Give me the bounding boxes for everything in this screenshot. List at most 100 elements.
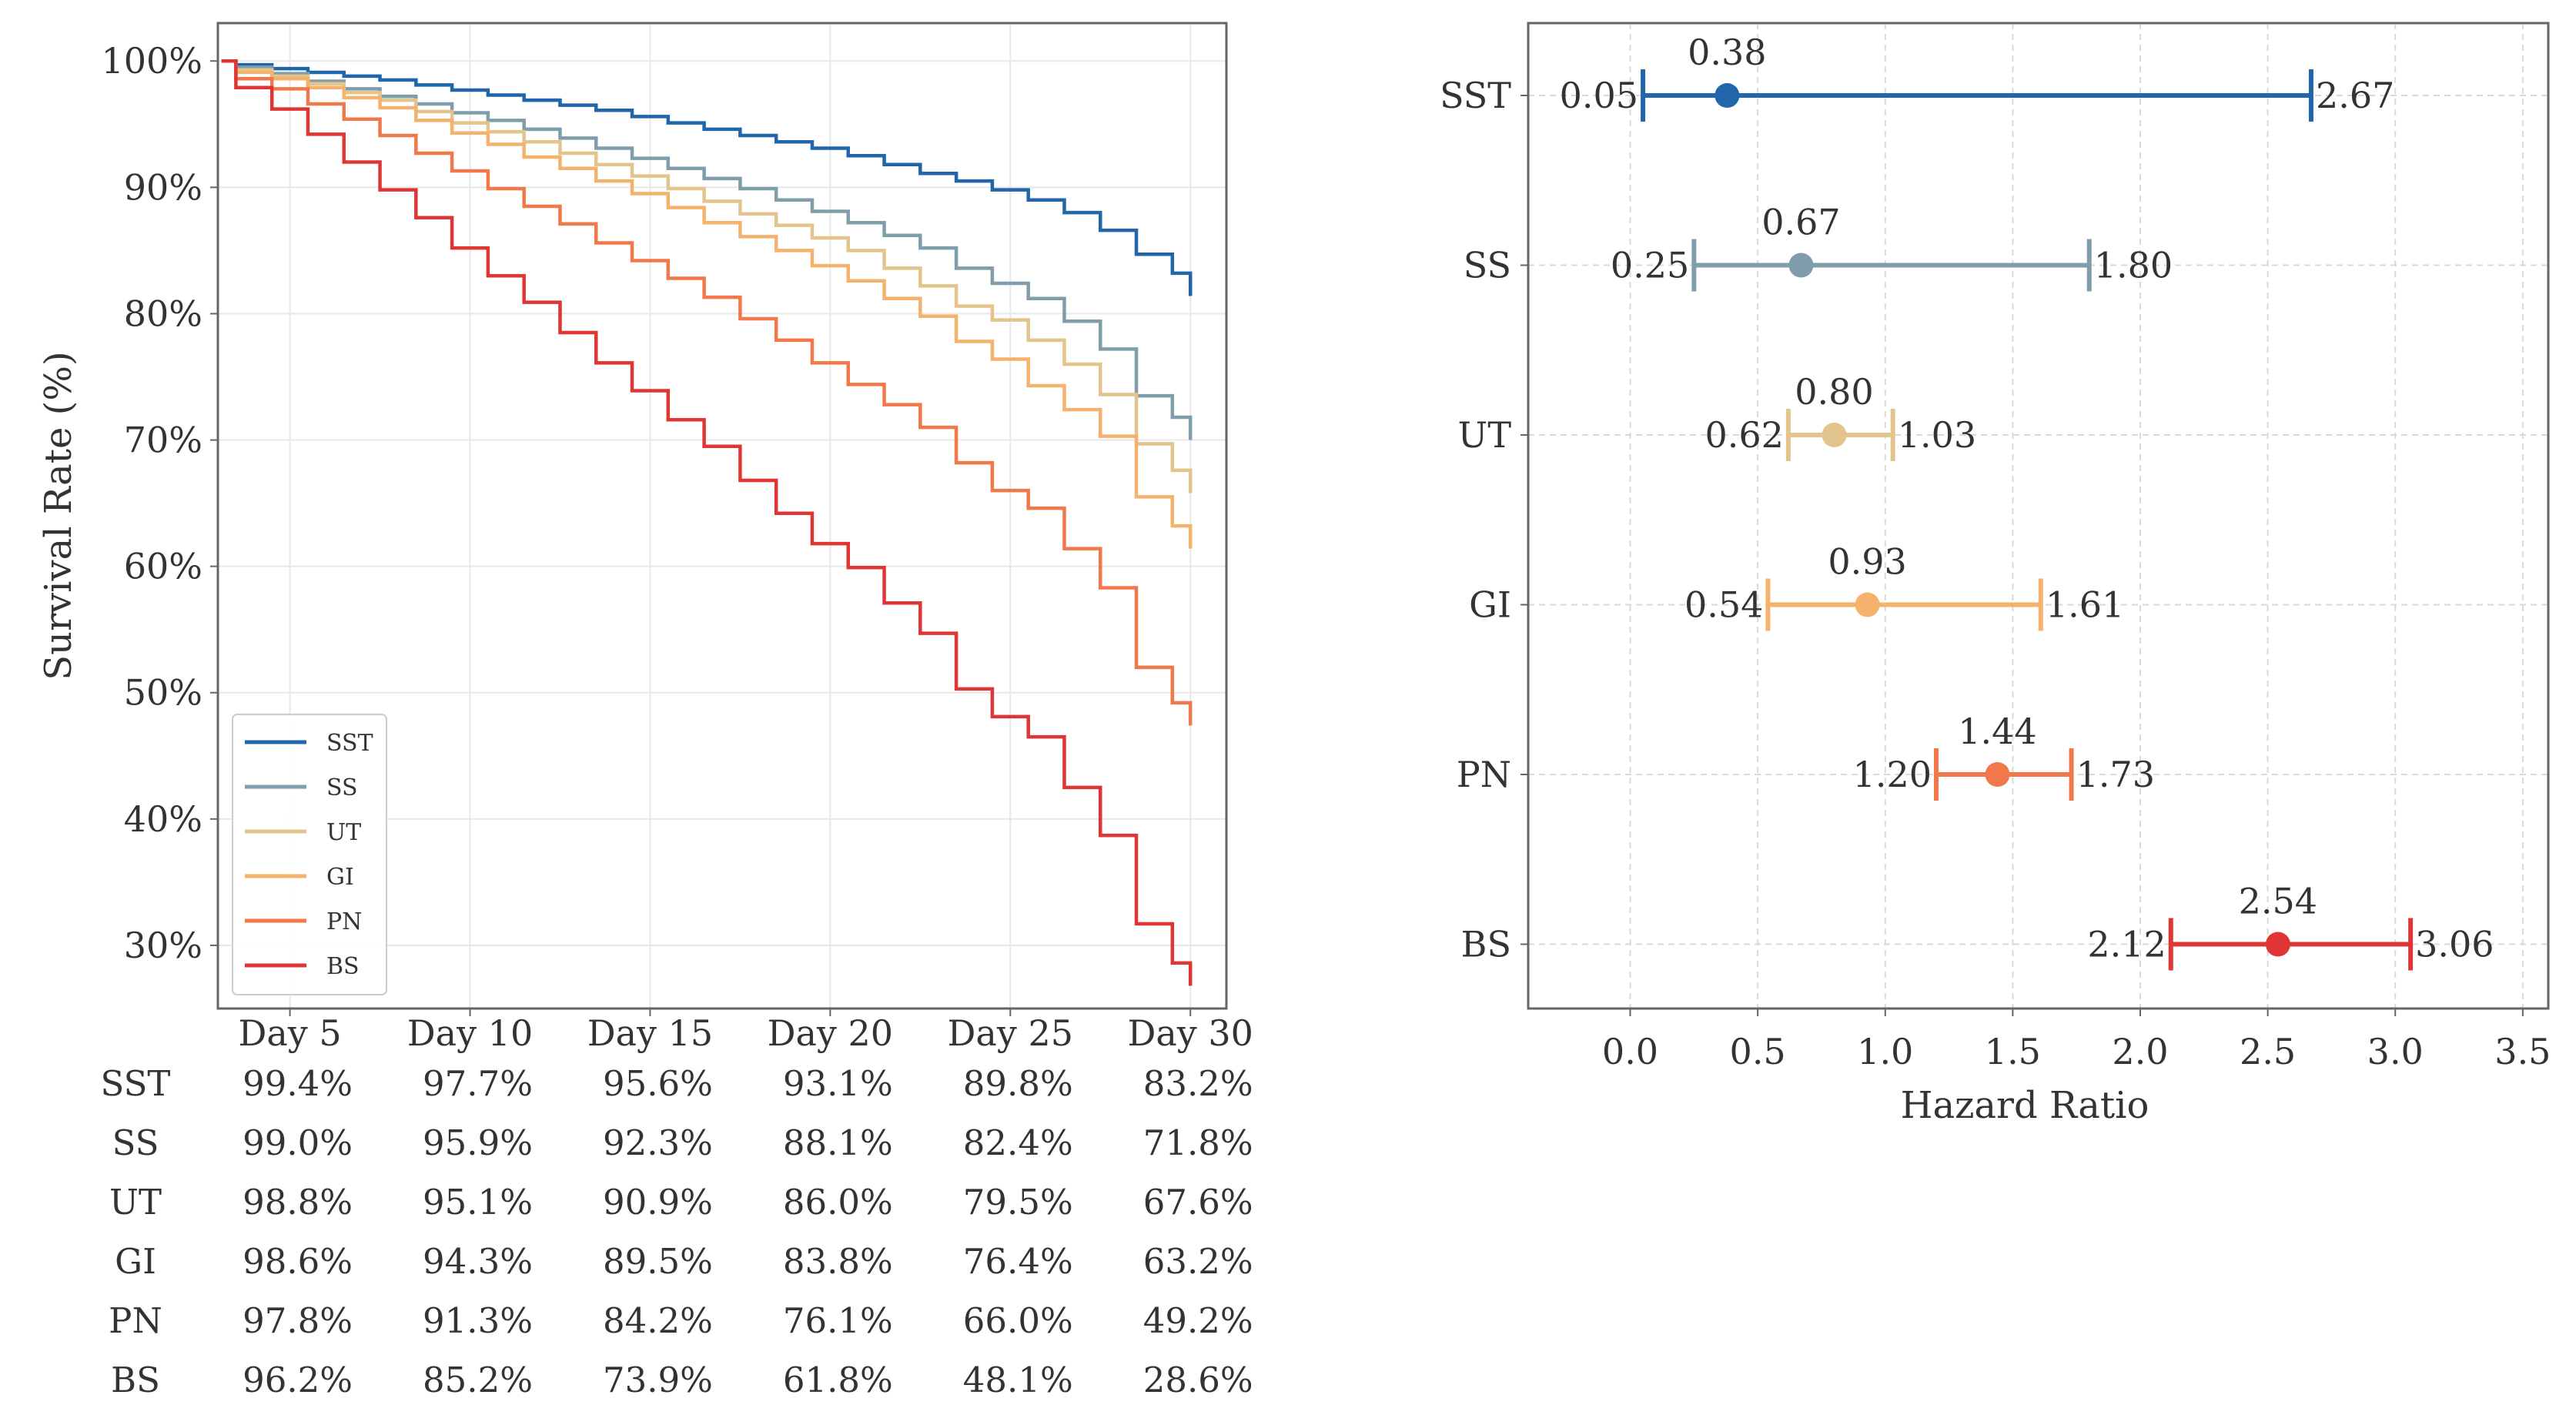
y-tick-label-bs: BS	[1461, 924, 1511, 965]
survival-curve-ut	[221, 59, 1193, 493]
hazard-row-ss: 0.67 0.25 1.80	[1611, 202, 2173, 292]
y-tick-label: 40%	[124, 798, 202, 840]
y-tick-label: 70%	[124, 420, 202, 461]
table-cell: 85.2%	[423, 1360, 533, 1400]
survival-curves	[221, 59, 1193, 986]
y-tick-label: 30%	[124, 925, 202, 966]
table-cell: 67.6%	[1143, 1182, 1253, 1223]
x-tick-label: 1.5	[1985, 1031, 2041, 1072]
x-tick-label: 2.5	[2240, 1031, 2296, 1072]
survival-curve-sst	[221, 59, 1193, 296]
legend-label-bs: BS	[326, 953, 360, 980]
hazard-row-pn: 1.44 1.20 1.73	[1853, 711, 2155, 801]
ci-lower-label: 0.05	[1560, 75, 1638, 116]
table-cell: 92.3%	[603, 1122, 713, 1163]
legend-box	[232, 714, 387, 995]
table-cell: 95.9%	[423, 1122, 533, 1163]
x-tick-label: 0.0	[1602, 1031, 1658, 1072]
table-cell: 91.3%	[423, 1300, 533, 1341]
table-cell: 97.7%	[423, 1063, 533, 1104]
survival-plot-frame	[216, 22, 1228, 1010]
table-cell: 61.8%	[783, 1360, 893, 1400]
table-cell: 66.0%	[963, 1300, 1073, 1341]
table-cell: 98.8%	[243, 1182, 353, 1223]
ci-lower-label: 1.20	[1853, 754, 1932, 795]
ci-upper-label: 3.06	[2415, 924, 2494, 965]
x-tick-label: 2.0	[2112, 1031, 2168, 1072]
hazard-row-gi: 0.93 0.54 1.61	[1684, 541, 2124, 631]
table-cell: 48.1%	[963, 1360, 1073, 1400]
table-cell: 63.2%	[1143, 1241, 1253, 1282]
ci-upper-label: 1.61	[2046, 584, 2124, 626]
table-cell: 76.1%	[783, 1300, 893, 1341]
table-row-label-ut: UT	[109, 1182, 162, 1223]
survival-chart: 30%40%50%60%70%80%90%100% Day 5 Day 10 Day…	[37, 22, 1253, 1054]
x-tick-label: 3.5	[2494, 1031, 2551, 1072]
ci-upper-label: 2.67	[2316, 75, 2394, 116]
x-tick-label: Day 10	[407, 1012, 533, 1054]
ci-lower-label: 2.12	[2087, 924, 2166, 965]
ci-upper-label: 1.80	[2094, 245, 2173, 286]
hazard-point	[2265, 932, 2290, 957]
hazard-value-label: 0.67	[1761, 202, 1840, 243]
table-cell: 90.9%	[603, 1182, 713, 1223]
table-cell: 95.1%	[423, 1182, 533, 1223]
x-tick-label: 0.5	[1730, 1031, 1786, 1072]
table-cell: 99.0%	[243, 1122, 353, 1163]
x-tick-label: Day 5	[238, 1012, 341, 1054]
hazard-intervals: 0.38 0.05 2.67 0.67 0.25 1.80 0.80 0.62 1.03 0.93…	[1560, 32, 2494, 971]
hazard-y-ticks: SST SS UT GI PN BS	[1440, 75, 1528, 965]
table-cell: 99.4%	[243, 1063, 353, 1104]
table-row-label-bs: BS	[111, 1360, 160, 1400]
x-tick-label: Day 30	[1127, 1012, 1253, 1054]
y-tick-label: 80%	[124, 293, 202, 334]
table-cell: 96.2%	[243, 1360, 353, 1400]
table-row-label-sst: SST	[101, 1063, 171, 1104]
legend-label-ut: UT	[326, 819, 361, 846]
ci-upper-label: 1.73	[2076, 754, 2155, 795]
table-cell: 83.2%	[1143, 1063, 1253, 1104]
table-cell: 73.9%	[603, 1360, 713, 1400]
x-tick-label: Day 20	[768, 1012, 893, 1054]
y-tick-label-ss: SS	[1464, 245, 1511, 286]
hazard-x-axis-label: Hazard Ratio	[1901, 1084, 2149, 1127]
x-tick-label: Day 15	[587, 1012, 713, 1054]
table-cell: 28.6%	[1143, 1360, 1253, 1400]
table-cell: 97.8%	[243, 1300, 353, 1341]
hazard-point	[1855, 592, 1880, 617]
y-tick-label-gi: GI	[1469, 584, 1511, 626]
ci-lower-label: 0.25	[1611, 245, 1689, 286]
x-tick-label: 1.0	[1857, 1031, 1913, 1072]
ci-lower-label: 0.62	[1705, 414, 1783, 456]
table-cell: 86.0%	[783, 1182, 893, 1223]
survival-x-ticks: Day 5 Day 10 Day 15 Day 20 Day 25 Day 30	[238, 1009, 1253, 1054]
legend-label-pn: PN	[326, 908, 362, 935]
survival-table: SST 99.4% 97.7% 95.6% 93.1% 89.8% 83.2% SS 99.0%…	[101, 1063, 1253, 1400]
y-tick-label-ut: UT	[1458, 414, 1512, 456]
survival-legend: SST SS UT GI PN BS	[232, 714, 387, 995]
y-tick-label: 60%	[124, 546, 202, 587]
survival-curve-gi	[221, 59, 1193, 549]
table-row-label-pn: PN	[109, 1300, 162, 1341]
hazard-ratio-chart: 0.38 0.05 2.67 0.67 0.25 1.80 0.80 0.62 1.03 0.93…	[1440, 22, 2551, 1127]
y-tick-label-pn: PN	[1457, 754, 1511, 795]
hazard-value-label: 0.93	[1828, 541, 1906, 583]
hazard-value-label: 0.80	[1795, 371, 1873, 413]
hazard-grid	[1528, 23, 2548, 1009]
y-tick-label: 100%	[101, 40, 202, 82]
hazard-plot-frame	[1527, 22, 2550, 1010]
table-cell: 83.8%	[783, 1241, 893, 1282]
table-cell: 93.1%	[783, 1063, 893, 1104]
ci-upper-label: 1.03	[1898, 414, 1976, 456]
hazard-point	[1822, 423, 1847, 447]
hazard-x-ticks: 0.0 0.5 1.0 1.5 2.0 2.5 3.0 3.5	[1602, 1009, 2551, 1072]
hazard-row-ut: 0.80 0.62 1.03	[1705, 371, 1976, 461]
legend-label-gi: GI	[326, 864, 354, 891]
table-cell: 88.1%	[783, 1122, 893, 1163]
hazard-value-label: 1.44	[1958, 711, 2036, 752]
table-cell: 94.3%	[423, 1241, 533, 1282]
hazard-point	[1985, 762, 2010, 787]
y-tick-label-sst: SST	[1440, 75, 1511, 116]
table-row-label-gi: GI	[115, 1241, 156, 1282]
